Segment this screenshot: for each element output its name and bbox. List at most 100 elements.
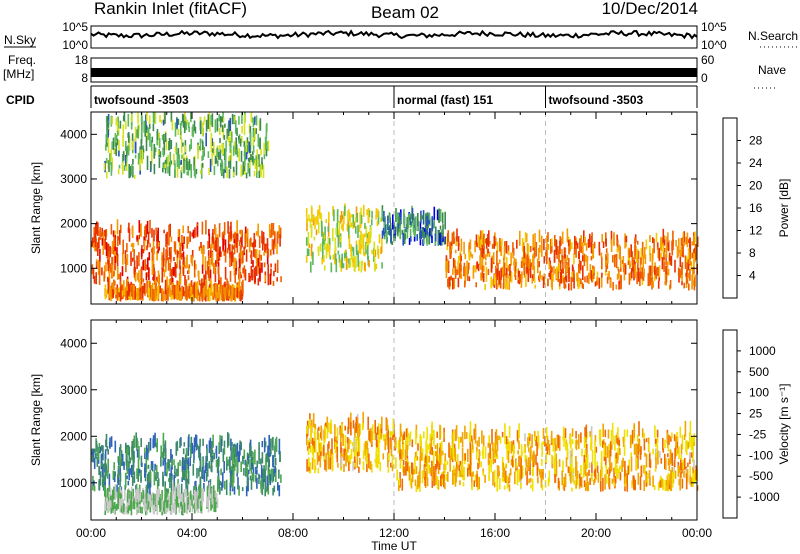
- data-cell: [189, 231, 191, 242]
- data-cell: [254, 160, 257, 169]
- data-cell: [110, 149, 113, 162]
- data-cell: [421, 448, 424, 461]
- data-cell: [121, 290, 124, 297]
- data-cell: [187, 496, 189, 505]
- data-cell: [552, 438, 555, 452]
- beam-label: Beam 02: [371, 3, 439, 22]
- data-cell: [209, 278, 211, 284]
- data-cell: [533, 266, 536, 281]
- data-cell: [111, 116, 113, 125]
- data-cell: [334, 424, 336, 437]
- data-cell: [547, 477, 550, 487]
- data-cell: [199, 117, 202, 123]
- data-cell: [334, 250, 336, 265]
- data-cell: [239, 230, 241, 234]
- data-cell: [584, 442, 587, 448]
- data-cell: [252, 241, 255, 257]
- data-cell: [159, 506, 161, 513]
- data-cell: [187, 457, 189, 470]
- data-cell: [424, 454, 427, 463]
- data-cell: [173, 270, 175, 276]
- data-cell: [315, 229, 318, 236]
- data-cell: [399, 459, 402, 469]
- data-cell: [260, 170, 262, 177]
- data-cell: [153, 149, 156, 156]
- data-cell: [280, 474, 282, 483]
- data-cell: [206, 444, 208, 449]
- data-cell: [170, 246, 172, 259]
- data-cell: [420, 452, 423, 461]
- data-cell: [272, 240, 275, 255]
- data-cell: [224, 480, 226, 490]
- data-cell: [509, 468, 512, 476]
- data-cell: [174, 163, 176, 177]
- data-cell: [143, 240, 146, 251]
- data-cell: [168, 138, 171, 151]
- data-cell: [401, 229, 404, 235]
- data-cell: [603, 452, 606, 461]
- data-cell: [230, 296, 233, 302]
- data-cell: [331, 438, 333, 454]
- cpid-segments: twofsound -3503 normal (fast) 151 twofsoun…: [94, 86, 644, 108]
- data-cell: [526, 255, 528, 266]
- data-cell: [349, 257, 352, 268]
- data-cell: [245, 140, 248, 153]
- data-cell: [568, 283, 570, 291]
- data-cell: [355, 447, 358, 457]
- data-cell: [226, 456, 228, 464]
- data-cell: [538, 247, 540, 260]
- data-cell: [456, 269, 458, 276]
- data-cell: [160, 498, 162, 511]
- data-cell: [429, 218, 431, 226]
- data-cell: [610, 430, 613, 446]
- data-cell: [586, 484, 588, 491]
- data-cell: [320, 447, 323, 456]
- data-cell: [221, 142, 223, 153]
- data-cell: [152, 238, 155, 253]
- data-cell: [254, 248, 256, 259]
- data-cell: [195, 491, 197, 504]
- data-cell: [695, 465, 697, 480]
- data-cell: [433, 430, 435, 446]
- data-cell: [217, 262, 220, 267]
- data-cell: [528, 478, 530, 484]
- data-cell: [211, 488, 213, 503]
- data-cell: [169, 151, 172, 167]
- data-cell: [668, 480, 671, 490]
- data-cell: [233, 257, 235, 269]
- data-cell: [475, 282, 477, 288]
- data-cell: [641, 275, 644, 285]
- data-cell: [151, 247, 154, 262]
- data-cell: [188, 286, 190, 294]
- data-cell: [564, 283, 567, 289]
- data-cell: [414, 452, 417, 458]
- data-cell: [367, 210, 370, 223]
- data-cell: [583, 454, 586, 463]
- data-cell: [146, 280, 148, 294]
- data-cell: [253, 170, 256, 177]
- data-cell: [224, 148, 227, 161]
- data-cell: [347, 225, 350, 233]
- data-cell: [671, 452, 674, 466]
- data-cell: [575, 431, 577, 439]
- data-cell: [187, 225, 189, 234]
- data-cell: [639, 272, 641, 287]
- data-cell: [176, 468, 178, 477]
- data-cell: [663, 239, 666, 246]
- data-cell: [231, 461, 234, 475]
- data-cell: [235, 160, 238, 176]
- data-cell: [101, 227, 103, 237]
- data-cell: [144, 236, 147, 241]
- data-cell: [213, 241, 215, 250]
- data-cell: [673, 434, 676, 442]
- data-cell: [203, 286, 206, 298]
- data-cell: [136, 468, 138, 479]
- data-cell: [336, 446, 339, 463]
- data-cell: [252, 137, 255, 147]
- data-cell: [141, 506, 143, 514]
- data-cell: [528, 261, 530, 269]
- data-cell: [460, 264, 462, 272]
- data-cell: [195, 434, 197, 447]
- data-cell: [133, 249, 135, 255]
